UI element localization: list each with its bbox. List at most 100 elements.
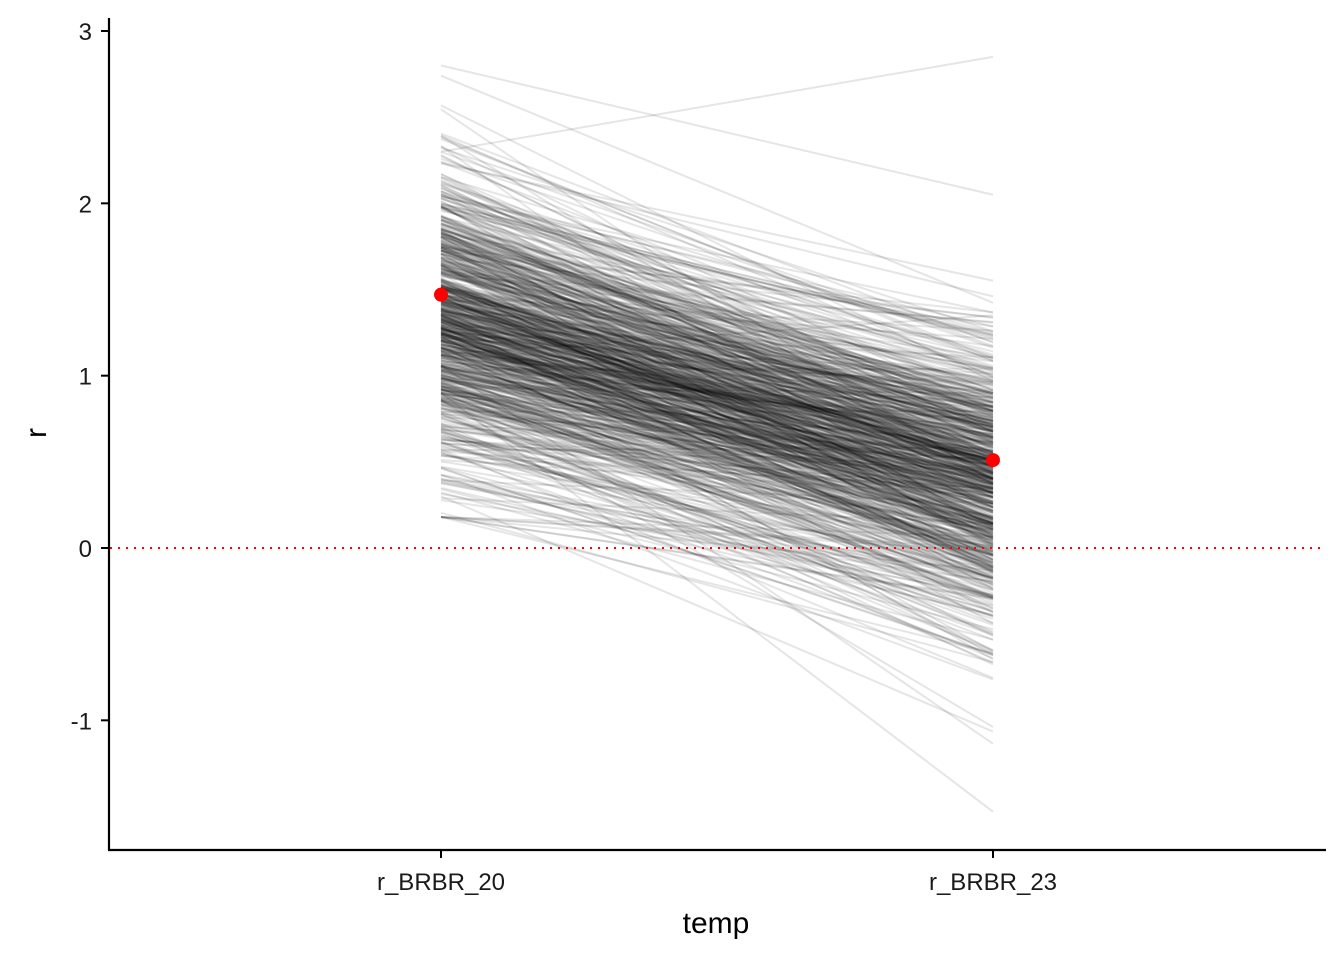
sample-line bbox=[440, 307, 994, 566]
sample-line bbox=[440, 294, 994, 433]
sample-line bbox=[440, 232, 994, 427]
sample-line bbox=[440, 259, 994, 414]
sample-line bbox=[440, 377, 994, 490]
sample-line bbox=[440, 274, 994, 417]
sample-line bbox=[440, 232, 994, 468]
sample-line bbox=[440, 195, 994, 314]
sample-line bbox=[440, 333, 994, 525]
sample-line bbox=[440, 327, 994, 429]
sample-line bbox=[440, 383, 994, 569]
sample-line bbox=[440, 221, 994, 450]
sample-line bbox=[440, 422, 994, 664]
sample-line bbox=[440, 236, 994, 457]
sample-line bbox=[440, 248, 994, 544]
sample-line bbox=[440, 284, 994, 467]
sample-line bbox=[440, 337, 994, 375]
sample-line bbox=[440, 383, 994, 558]
sample-line bbox=[440, 364, 994, 524]
sample-line bbox=[440, 242, 994, 454]
sample-line bbox=[440, 318, 994, 499]
sample-line bbox=[440, 334, 994, 495]
sample-line bbox=[440, 349, 994, 416]
sample-line bbox=[440, 308, 994, 421]
sample-line bbox=[440, 325, 994, 494]
sample-line bbox=[440, 295, 994, 531]
sample-line bbox=[440, 450, 994, 657]
sample-line bbox=[440, 349, 994, 420]
sample-line bbox=[440, 292, 994, 544]
sample-line bbox=[440, 238, 994, 395]
sample-line bbox=[440, 314, 994, 539]
sample-line bbox=[440, 256, 994, 441]
sample-line bbox=[440, 401, 994, 550]
sample-line bbox=[440, 234, 994, 453]
sample-line bbox=[440, 223, 994, 408]
sample-line bbox=[440, 254, 994, 505]
sample-line bbox=[440, 515, 994, 553]
sample-line bbox=[440, 372, 994, 496]
sample-line bbox=[440, 342, 994, 479]
sample-line bbox=[440, 326, 994, 383]
sample-line bbox=[440, 346, 994, 504]
sample-line bbox=[440, 331, 994, 561]
sample-line bbox=[440, 314, 994, 480]
sample-line bbox=[440, 228, 994, 547]
sample-line bbox=[440, 311, 994, 462]
sample-line bbox=[440, 326, 994, 530]
sample-line bbox=[440, 187, 994, 414]
sample-line bbox=[440, 104, 994, 383]
sample-line bbox=[440, 460, 994, 548]
sample-line bbox=[440, 366, 994, 535]
sample-line bbox=[440, 439, 994, 470]
sample-line bbox=[440, 314, 994, 356]
sample-line bbox=[440, 309, 994, 414]
sample-line bbox=[440, 234, 994, 416]
sample-line bbox=[440, 407, 994, 546]
sample-line bbox=[440, 329, 994, 463]
sample-line bbox=[440, 262, 994, 518]
sample-line bbox=[440, 326, 994, 468]
sample-line bbox=[440, 280, 994, 370]
sample-line bbox=[440, 381, 994, 545]
sample-line bbox=[440, 325, 994, 394]
sample-line bbox=[440, 250, 994, 469]
sample-line bbox=[440, 376, 994, 577]
sample-line bbox=[440, 428, 994, 600]
sample-line bbox=[440, 441, 994, 494]
sample-line bbox=[440, 431, 994, 557]
sample-line bbox=[440, 297, 994, 514]
sample-line bbox=[440, 312, 994, 407]
sample-line bbox=[440, 197, 994, 391]
sample-line bbox=[440, 244, 994, 402]
sample-line bbox=[440, 272, 994, 590]
sample-line bbox=[440, 322, 994, 483]
sample-line bbox=[440, 386, 994, 395]
sample-line bbox=[440, 339, 994, 567]
sample-line bbox=[440, 230, 994, 540]
sample-line bbox=[440, 256, 994, 492]
sample-line bbox=[440, 382, 994, 549]
sample-line bbox=[440, 426, 994, 652]
sample-line bbox=[440, 445, 994, 579]
sample-line bbox=[440, 230, 994, 489]
sample-line bbox=[440, 392, 994, 597]
sample-line bbox=[440, 377, 994, 534]
sample-line bbox=[440, 284, 994, 410]
sample-line bbox=[440, 315, 994, 462]
sample-line bbox=[440, 356, 994, 493]
sample-line bbox=[440, 385, 994, 519]
sample-line bbox=[440, 222, 994, 433]
sample-line bbox=[440, 454, 994, 548]
sample-line bbox=[440, 369, 994, 506]
sample-line bbox=[440, 391, 994, 518]
sample-line bbox=[440, 406, 994, 610]
sample-line bbox=[440, 334, 994, 484]
sample-line bbox=[440, 417, 994, 556]
sample-line bbox=[440, 339, 994, 495]
sample-line bbox=[440, 190, 994, 356]
sample-line bbox=[440, 315, 994, 512]
sample-line bbox=[440, 279, 994, 572]
sample-line bbox=[440, 315, 994, 513]
sample-line bbox=[440, 477, 994, 617]
sample-line bbox=[440, 320, 994, 470]
